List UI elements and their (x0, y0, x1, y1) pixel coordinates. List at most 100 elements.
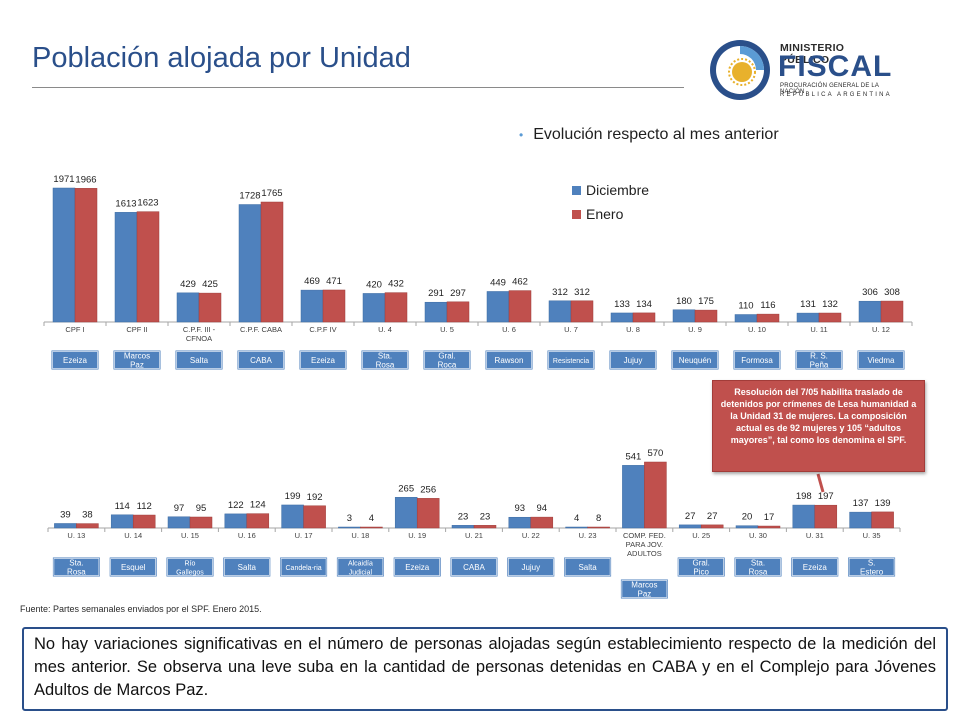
location-label: Gral. (438, 352, 455, 361)
location-label: Rosa (749, 568, 768, 577)
x-tick-label: CPF I (65, 325, 84, 334)
location-tag-frame (424, 351, 470, 369)
location-label: Sta. (69, 559, 83, 568)
data-label-enero: 124 (250, 500, 266, 511)
location-tag (847, 556, 897, 578)
data-label-diciembre: 1728 (239, 191, 260, 202)
location-tag (856, 349, 906, 371)
x-tick-label: CFNOA (186, 334, 212, 343)
bar-enero (644, 461, 667, 529)
data-label-enero: 4 (369, 513, 374, 524)
location-tag (670, 349, 720, 371)
location-label: Sta. (378, 352, 392, 361)
logo: MINISTERIO PÚBLICO FISCAL PROCURACIÓN GE… (706, 38, 896, 102)
data-label-enero: 197 (818, 491, 834, 502)
location-tag (51, 556, 101, 578)
data-label-enero: 462 (512, 277, 528, 288)
location-label: Peña (810, 361, 829, 370)
data-label-diciembre: 27 (685, 511, 696, 522)
location-label: Paz (638, 590, 652, 599)
location-label: S. (868, 559, 876, 568)
x-tick-label: U. 25 (692, 531, 710, 540)
location-label: Rosa (67, 568, 86, 577)
data-label-enero: 17 (764, 512, 775, 523)
bar-enero (198, 292, 222, 323)
x-tick-label: U. 18 (351, 531, 369, 540)
location-label: Gallegos (176, 570, 204, 577)
x-tick-label: U. 35 (863, 531, 881, 540)
data-label-enero: 1966 (75, 174, 96, 185)
location-tag (298, 349, 348, 371)
data-label-enero: 134 (636, 299, 652, 310)
location-label: Judicial (349, 570, 373, 577)
bar-diciembre (678, 524, 702, 529)
location-tag (733, 556, 783, 578)
location-tag (50, 349, 100, 371)
legend-item-enero: Enero (572, 202, 649, 226)
data-label-diciembre: 114 (115, 501, 130, 512)
bar-enero (871, 511, 894, 529)
bar-enero (632, 312, 656, 323)
data-label-enero: 425 (202, 279, 218, 290)
data-label-diciembre: 3 (347, 513, 352, 524)
data-label-diciembre: 137 (853, 498, 869, 509)
bar-diciembre (362, 293, 386, 323)
location-label: Ezeiza (405, 563, 430, 572)
data-label-diciembre: 110 (738, 301, 753, 312)
location-tag (506, 556, 556, 578)
location-label: Estero (860, 568, 884, 577)
logo-line-2: FISCAL (778, 50, 893, 83)
location-tag (174, 349, 224, 371)
bar-diciembre (792, 504, 816, 529)
location-tag-frame (451, 558, 497, 576)
bar-diciembre (486, 291, 510, 323)
bar-enero (473, 525, 497, 529)
location-tag (676, 556, 726, 578)
location-tag (165, 556, 215, 578)
location-label: Resistencia (553, 358, 589, 365)
location-tag-frame (610, 351, 656, 369)
bar-enero (260, 201, 284, 323)
bar-diciembre (849, 511, 872, 529)
location-label: Alcaidía (348, 561, 373, 568)
x-tick-label: U. 17 (295, 531, 313, 540)
x-tick-label: C.P.F IV (309, 325, 336, 334)
data-label-enero: 192 (307, 492, 323, 503)
location-tag (790, 556, 840, 578)
location-tag (392, 556, 442, 578)
location-label: CABA (250, 356, 272, 365)
bar-enero (694, 309, 718, 323)
page-title: Población alojada por Unidad (32, 42, 411, 74)
data-label-diciembre: 131 (800, 299, 816, 310)
legend-label-enero: Enero (586, 206, 624, 222)
data-label-diciembre: 265 (398, 483, 414, 494)
location-label: Candela-ria (286, 565, 322, 572)
location-tag-frame (621, 580, 668, 598)
bar-diciembre (672, 309, 696, 323)
data-label-enero: 38 (82, 510, 93, 521)
location-tag-frame (678, 558, 725, 576)
data-label-diciembre: 122 (228, 500, 244, 511)
bar-enero (700, 524, 724, 529)
location-label: Salta (578, 563, 597, 572)
location-label: Sta. (751, 559, 765, 568)
location-label: Esquel (121, 563, 146, 572)
data-label-diciembre: 420 (366, 279, 382, 290)
data-label-enero: 432 (388, 279, 404, 290)
data-label-enero: 256 (420, 484, 436, 495)
logo-line-1: MINISTERIO PÚBLICO (780, 42, 845, 66)
x-tick-label: U. 9 (688, 325, 702, 334)
x-tick-label: U. 13 (67, 531, 85, 540)
location-tag (563, 556, 613, 578)
data-label-diciembre: 20 (742, 512, 753, 523)
location-tag (422, 349, 472, 371)
data-label-enero: 112 (137, 501, 152, 512)
data-label-enero: 1765 (261, 188, 282, 199)
bar-diciembre (114, 212, 138, 323)
x-tick-label: U. 8 (626, 325, 640, 334)
x-tick-label: U. 7 (564, 325, 578, 334)
bullet-icon: • (519, 128, 524, 142)
location-label: Salta (190, 356, 209, 365)
location-label: Paz (130, 361, 144, 370)
data-label-diciembre: 449 (490, 277, 506, 288)
